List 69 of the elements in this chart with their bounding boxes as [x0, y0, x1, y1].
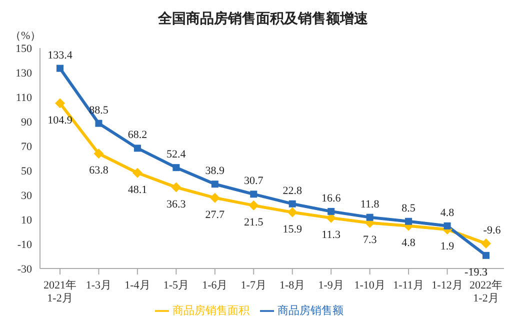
point [405, 218, 412, 225]
data-label: 11.3 [322, 228, 342, 241]
x-tick-label: 1-11月 [393, 280, 424, 292]
x-tick-label: 1-7月 [240, 280, 266, 292]
data-label: 104.9 [48, 114, 73, 126]
y-tick-label: 130 [16, 67, 32, 80]
data-label: 133.4 [48, 49, 73, 62]
data-label: 63.8 [89, 164, 109, 177]
point [210, 192, 220, 203]
data-label: 27.7 [205, 208, 226, 221]
x-tick-label: 1-9月 [318, 280, 344, 292]
data-label: -9.6 [483, 224, 502, 237]
legend-label: 商品房销售面积 [172, 304, 250, 317]
x-tick-label: 2021年 1-2月 [44, 280, 76, 305]
data-label: 22.8 [282, 184, 302, 197]
x-tick-label: 2022年 1-2月 [470, 280, 502, 305]
y-tick-label: 50 [21, 165, 32, 178]
point [55, 98, 65, 108]
point [482, 252, 490, 259]
chart-title: 全国商品房销售面积及销售额增速 [157, 10, 369, 28]
y-tick-label: 150 [16, 42, 32, 55]
point [211, 180, 218, 188]
data-label: 30.7 [244, 175, 264, 188]
point [287, 207, 298, 218]
point [366, 214, 374, 221]
point [481, 238, 491, 249]
x-tick-label: 1-8月 [280, 280, 306, 292]
y-axis-title: （%） [10, 29, 42, 43]
point [134, 144, 141, 152]
data-label: 48.1 [128, 184, 148, 196]
point [171, 182, 182, 192]
legend-label: 商品房销售额 [278, 304, 344, 317]
data-label: -19.3 [464, 266, 488, 278]
data-label: 11.8 [360, 198, 380, 210]
point [444, 222, 451, 230]
data-label: 21.5 [244, 216, 264, 228]
data-label: 15.9 [282, 223, 302, 236]
y-tick-label: 30 [21, 190, 32, 202]
x-tick-label: 1-3月 [86, 280, 112, 292]
point [172, 164, 180, 172]
point [328, 208, 335, 215]
y-tick-label: 70 [21, 140, 32, 153]
data-label: 7.3 [362, 234, 378, 246]
data-label: 4.8 [440, 206, 455, 219]
data-label: 8.5 [402, 202, 416, 214]
x-tick-label: 1-5月 [163, 280, 190, 292]
y-tick-label: -30 [17, 263, 32, 276]
data-label: 52.4 [166, 148, 186, 161]
data-label: 1.9 [440, 240, 455, 252]
y-tick-label: 10 [21, 214, 32, 226]
y-tick-label: -10 [17, 238, 32, 251]
point [94, 148, 104, 159]
data-label: 36.3 [166, 198, 186, 210]
point [250, 190, 258, 198]
x-tick-label: 1-4月 [124, 280, 150, 292]
x-tick-label: 1-10月 [354, 280, 386, 292]
y-tick-label: 110 [16, 92, 32, 104]
data-label: 4.8 [402, 236, 416, 249]
y-tick-label: 90 [21, 116, 32, 128]
x-tick-label: 1-12月 [432, 280, 463, 292]
point [248, 200, 259, 210]
data-label: 68.2 [128, 129, 148, 142]
point [95, 120, 102, 127]
point [132, 168, 142, 178]
data-label: 16.6 [321, 192, 342, 204]
x-tick-label: 1-6月 [202, 280, 228, 292]
point [288, 200, 296, 208]
point [56, 64, 64, 72]
data-label: 38.9 [205, 165, 226, 178]
